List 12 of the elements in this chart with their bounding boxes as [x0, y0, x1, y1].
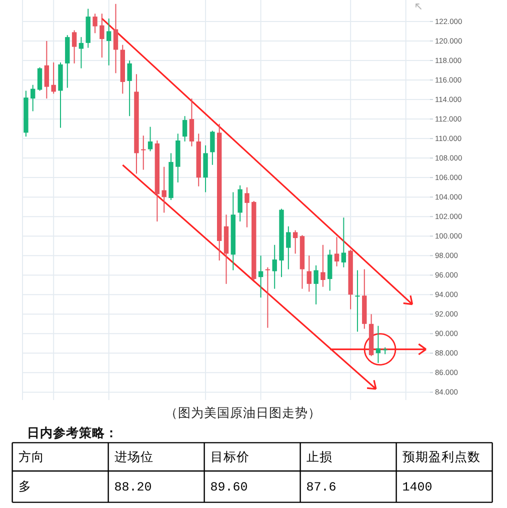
text: 1400 — [402, 480, 432, 495]
text: 88.20 — [114, 480, 152, 495]
text: 日内参考策略： — [27, 425, 118, 440]
text: （图为美国原油日图走势） — [165, 405, 321, 420]
category-label: 止损 — [306, 450, 332, 465]
text: 89.60 — [210, 480, 248, 495]
text: 87.6 — [306, 480, 336, 495]
category-label: 方向 — [18, 448, 44, 465]
category-label: 进场位 — [114, 450, 154, 465]
category-label: 预期盈利点数 — [402, 450, 480, 465]
category-label: 目标价 — [210, 450, 250, 465]
text: 多 — [18, 480, 32, 495]
